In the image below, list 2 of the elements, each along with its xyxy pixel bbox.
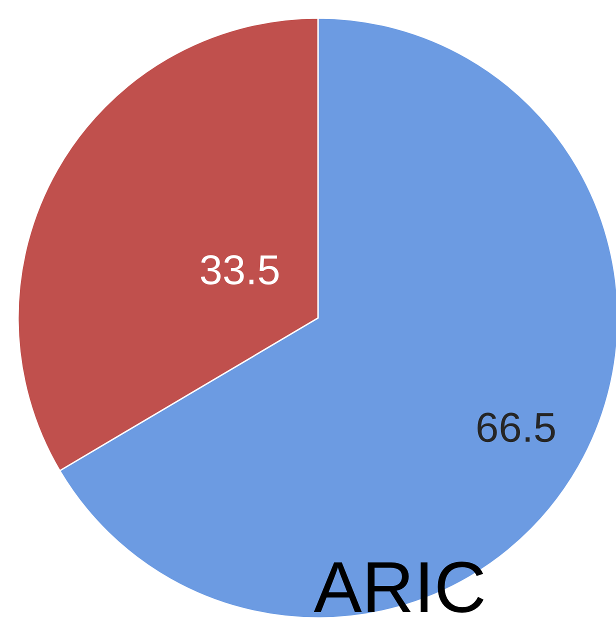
data-label: 33.5: [200, 255, 279, 285]
data-label: 66.5: [478, 412, 555, 442]
